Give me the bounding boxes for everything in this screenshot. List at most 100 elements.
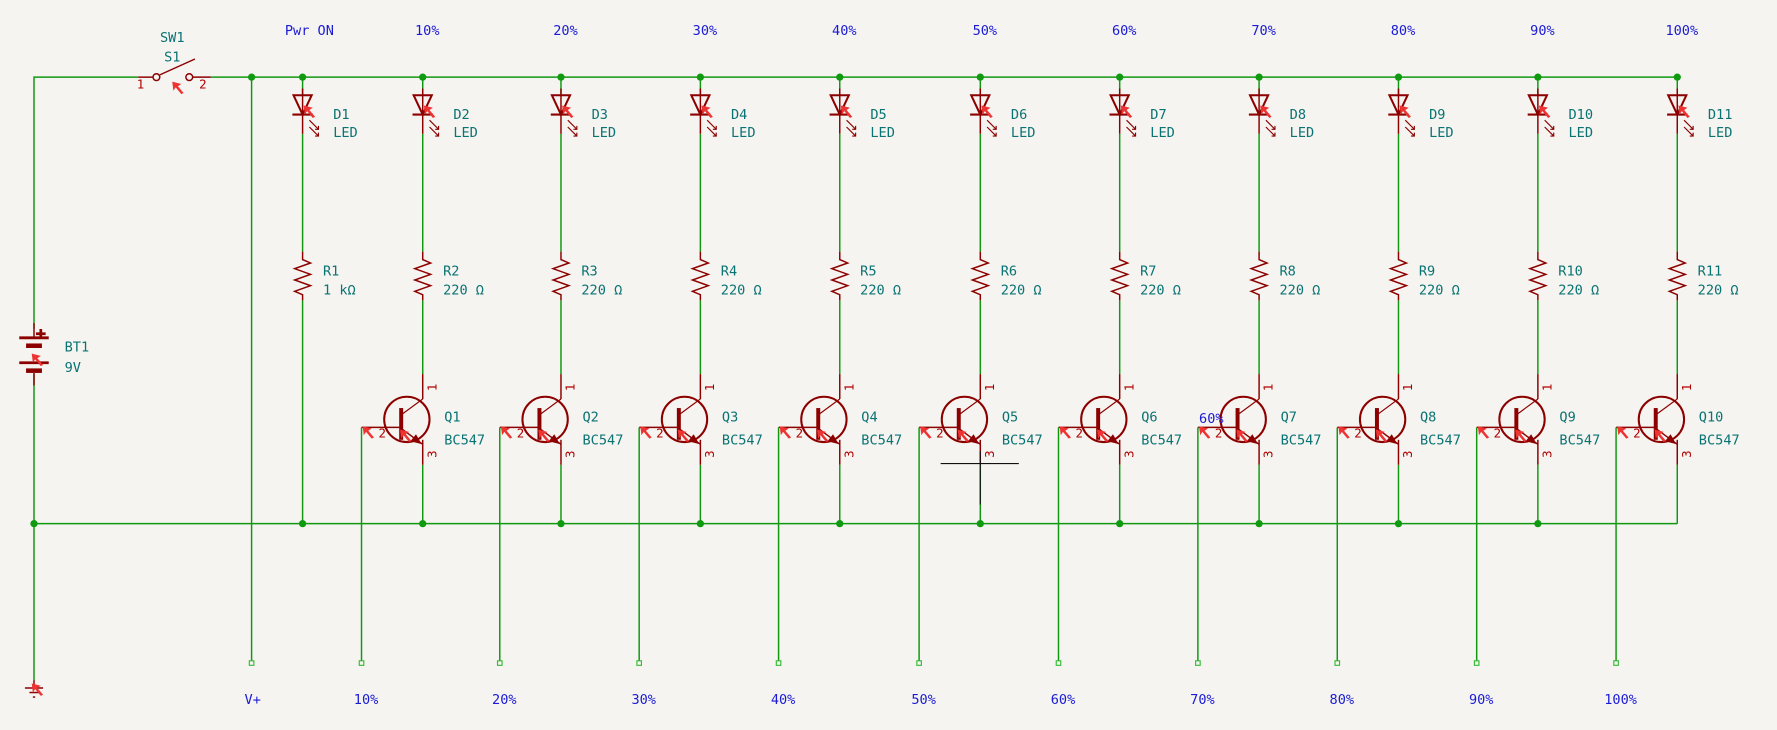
junction: [696, 520, 705, 528]
net-terminal[interactable]: [358, 660, 365, 666]
resistor-zigzag: [1527, 251, 1548, 301]
transistor-body: [1498, 395, 1546, 444]
resistor-r8[interactable]: R8 220 Ω: [1248, 251, 1320, 301]
top-rail-left[interactable]: [33, 76, 139, 329]
net-label-bottom: 30%: [631, 692, 656, 708]
transistor-q6[interactable]: 2 1 3 Q6 BC547: [1058, 374, 1182, 465]
transistor-q3[interactable]: 2 1 3 Q3 BC547: [639, 374, 763, 465]
led-d11[interactable]: D11 LED: [1666, 88, 1732, 141]
resistor-value: 220 Ω: [1698, 283, 1739, 299]
transistor-body: [800, 395, 848, 444]
battery-bt1[interactable]: + BT1 9V: [19, 323, 89, 386]
resistor-zigzag: [412, 251, 433, 301]
net-label-top: 40%: [832, 23, 857, 39]
resistor-r6[interactable]: R6 220 Ω: [970, 251, 1042, 301]
led-d9[interactable]: D9 LED: [1387, 88, 1454, 141]
junction: [1255, 73, 1263, 81]
resistor-r1[interactable]: R1 1 kΩ: [292, 251, 356, 301]
led-ref: D3: [592, 107, 608, 123]
erc-marker-icon: [1120, 105, 1133, 118]
resistor-r10[interactable]: R10 220 Ω: [1527, 251, 1599, 301]
net-label-bottom: 20%: [492, 692, 517, 708]
led-d3[interactable]: D3 LED: [550, 88, 616, 141]
net-terminal[interactable]: [775, 660, 782, 666]
led-ref: D5: [870, 107, 886, 123]
transistor-q9[interactable]: 2 1 3 Q9 BC547: [1476, 374, 1601, 465]
column-3: D3 LED R3 220 Ω 20% 2 1 3 Q2 BC547 20%: [492, 23, 623, 708]
transistor-value: BC547: [861, 432, 902, 448]
junction: [696, 73, 705, 81]
led-d2[interactable]: D2 LED: [412, 88, 478, 141]
net-terminal[interactable]: [1334, 660, 1341, 666]
led-ref: D8: [1290, 107, 1306, 123]
led-d7[interactable]: D7 LED: [1109, 88, 1175, 141]
switch-sw1[interactable]: SW1 S1 1 2: [137, 30, 211, 95]
net-label-bottom: 50%: [911, 692, 936, 708]
column-1: D1 LED R1 1 kΩ: [291, 73, 358, 528]
resistor-r11[interactable]: R11 220 Ω: [1667, 251, 1739, 301]
battery-value: 9V: [65, 360, 81, 376]
transistor-ref: Q7: [1281, 410, 1297, 426]
net-label-top: 10%: [415, 23, 440, 39]
led-d4[interactable]: D4 LED: [689, 88, 756, 141]
led-d5[interactable]: D5 LED: [829, 88, 895, 141]
erc-marker-icon: [1338, 426, 1350, 439]
column-7: D7 LED R7 220 Ω 60% 2 1 3 Q6 BC547 60%: [1051, 23, 1182, 708]
collector-line: [817, 398, 841, 416]
led-d10[interactable]: D10 LED: [1527, 88, 1593, 141]
light-emission-icon: [1544, 119, 1555, 137]
junction: [836, 520, 844, 528]
net-terminal[interactable]: [1055, 660, 1062, 666]
led-ref: D1: [333, 107, 349, 123]
transistor-body: [521, 395, 569, 444]
resistor-r7[interactable]: R7 220 Ω: [1109, 251, 1181, 301]
resistor-r4[interactable]: R4 220 Ω: [690, 251, 762, 301]
transistor-ref: Q9: [1559, 410, 1575, 426]
net-terminal[interactable]: [636, 660, 643, 666]
led-value: LED: [1150, 125, 1175, 141]
resistor-r2[interactable]: R2 220 Ω: [412, 251, 484, 301]
resistor-r9[interactable]: R9 220 Ω: [1388, 251, 1460, 301]
resistor-r3[interactable]: R3 220 Ω: [550, 251, 622, 301]
net-terminal[interactable]: [916, 660, 922, 666]
light-emission-icon: [429, 119, 440, 137]
led-ref: D2: [453, 107, 469, 123]
transistor-ref: Q8: [1420, 410, 1436, 426]
resistor-zigzag: [690, 251, 711, 301]
transistor-q5[interactable]: 2 1 3 Q5 BC547: [919, 374, 1043, 465]
transistor-q10[interactable]: 2 1 3 Q10 BC547: [1616, 374, 1740, 465]
led-d6[interactable]: D6 LED: [969, 88, 1035, 141]
emitter-arrow-icon: [410, 434, 422, 445]
led-d8[interactable]: D8 LED: [1248, 88, 1314, 141]
transistor-value: BC547: [444, 432, 485, 448]
junction: [298, 520, 307, 528]
vplus-terminal[interactable]: [248, 660, 255, 666]
erc-marker-icon: [172, 81, 184, 95]
transistor-q2[interactable]: 2 1 3 Q2 BC547: [499, 374, 624, 465]
transistor-q7[interactable]: 2 1 3 Q7 BC547: [1197, 374, 1322, 465]
led-d1[interactable]: D1 LED: [291, 88, 358, 141]
collector-line: [958, 398, 981, 416]
net-terminal[interactable]: [1473, 660, 1480, 666]
transistor-value: BC547: [1002, 432, 1043, 448]
led-ref: D7: [1150, 107, 1166, 123]
erc-marker-icon: [840, 105, 853, 118]
transistor-q8[interactable]: 2 1 3 Q8 BC547: [1337, 374, 1461, 465]
transistor-q4[interactable]: 2 1 3 Q4 BC547: [778, 374, 903, 465]
transistor-ref: Q6: [1141, 410, 1157, 426]
emitter-pin-number: 3: [702, 450, 717, 458]
base-pin-number: 2: [1075, 426, 1083, 441]
erc-marker-icon: [677, 429, 690, 443]
transistor-value: BC547: [1141, 432, 1182, 448]
resistor-r5[interactable]: R5 220 Ω: [829, 251, 901, 301]
base-pin-number: 2: [1494, 426, 1502, 441]
transistor-q1[interactable]: 2 1 3 Q1 BC547: [361, 374, 486, 465]
net-terminal[interactable]: [1195, 660, 1201, 666]
net-terminal[interactable]: [496, 660, 503, 666]
net-label-bottom: 10%: [354, 692, 379, 708]
net-terminal[interactable]: [1613, 660, 1619, 666]
column-2: D2 LED R2 220 Ω 10% 2 1 3 Q1 BC547 10%: [354, 23, 485, 708]
light-emission-icon: [986, 119, 997, 137]
emitter-pin-number: 3: [982, 450, 997, 458]
